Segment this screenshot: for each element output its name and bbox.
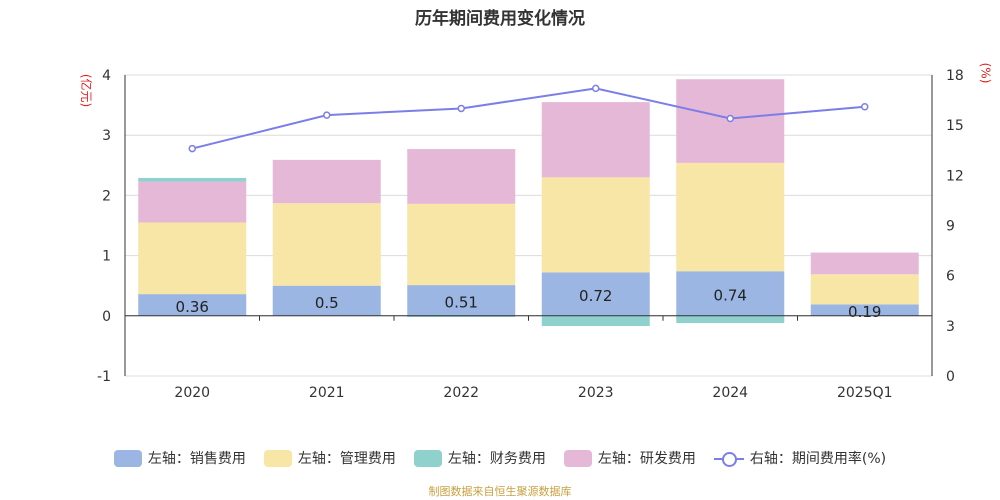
- bar-sales-2020: [138, 294, 247, 316]
- legend-swatch-rate: [713, 450, 744, 467]
- legend-label-finance: 左轴：财务费用: [447, 451, 546, 467]
- right-tick-label-1: 3: [946, 319, 955, 335]
- right-tick-label-0: 0: [946, 369, 955, 385]
- legend-swatch-sales: [113, 449, 142, 467]
- legend-item-admin[interactable]: 左轴：管理费用: [263, 448, 396, 468]
- right-tick-label-5: 15: [946, 118, 964, 134]
- chart-legend: 左轴：销售费用 左轴：管理费用 左轴：财务费用 左轴：研发费用 右轴：期间费用率(%): [0, 448, 1000, 468]
- right-tick-label-2: 6: [946, 269, 955, 285]
- bar-finance-2024: [676, 315, 785, 324]
- bar-rd-2023: [541, 102, 650, 178]
- legend-swatch-finance: [413, 449, 442, 467]
- bar-sales-2024: [676, 271, 785, 316]
- bar-rd-2021: [272, 159, 381, 204]
- rate-point-2021: [323, 111, 331, 119]
- bar-rd-2020: [138, 181, 247, 223]
- x-tick-label-2025Q1: 2025Q1: [837, 385, 893, 401]
- x-tick-label-2020: 2020: [174, 385, 210, 401]
- rate-point-2020: [188, 144, 196, 153]
- legend-item-rd[interactable]: 左轴：研发费用: [563, 448, 696, 468]
- legend-swatch-admin: [263, 449, 292, 467]
- legend-label-sales: 左轴：销售费用: [147, 451, 246, 467]
- data-label-sales-2024: 0.74: [714, 287, 747, 305]
- bar-finance-2020: [138, 177, 247, 182]
- bar-sales-2023: [541, 272, 650, 316]
- x-tick-label-2021: 2021: [309, 385, 345, 401]
- bar-finance-2022: [407, 315, 516, 318]
- rate-point-2024: [726, 114, 734, 123]
- left-tick-label-0: -1: [97, 369, 111, 385]
- bar-admin-2022: [407, 203, 516, 286]
- left-tick-label-1: 0: [102, 309, 111, 325]
- bar-rd-2022: [407, 149, 516, 204]
- data-label-sales-2022: 0.51: [445, 293, 478, 311]
- chart-title: 历年期间费用变化情况: [415, 9, 585, 29]
- bar-admin-2025Q1: [810, 274, 919, 305]
- rate-point-2022: [457, 104, 465, 113]
- legend-label-rd: 左轴：研发费用: [597, 451, 696, 467]
- data-source-note: 制图数据来自恒生聚源数据库: [428, 485, 572, 498]
- left-tick-label-4: 3: [102, 128, 111, 144]
- legend-item-sales[interactable]: 左轴：销售费用: [113, 448, 246, 468]
- bar-sales-2022: [407, 285, 516, 316]
- x-tick-label-2022: 2022: [443, 385, 479, 401]
- rate-point-2025Q1: [861, 103, 869, 111]
- left-tick-label-2: 1: [102, 249, 111, 265]
- bar-admin-2024: [676, 162, 785, 272]
- legend-label-rate: 右轴：期间费用率(%): [749, 451, 887, 467]
- left-tick-label-5: 4: [102, 68, 111, 84]
- right-tick-label-3: 9: [946, 219, 955, 235]
- bar-sales-2025Q1: [810, 304, 919, 316]
- rate-line: [192, 87, 865, 150]
- bar-sales-2021: [272, 285, 381, 316]
- data-label-sales-2020: 0.36: [176, 298, 209, 316]
- legend-label-admin: 左轴：管理费用: [297, 451, 396, 467]
- right-tick-label-4: 12: [946, 168, 964, 184]
- legend-swatch-rd: [563, 449, 592, 467]
- data-label-sales-2025Q1: 0.19: [848, 303, 881, 321]
- bar-rd-2025Q1: [810, 252, 919, 275]
- data-label-sales-2021: 0.5: [315, 294, 339, 312]
- right-tick-label-6: 18: [946, 68, 964, 84]
- bar-admin-2021: [272, 203, 381, 286]
- legend-item-finance[interactable]: 左轴：财务费用: [413, 448, 546, 468]
- legend-item-rate[interactable]: 右轴：期间费用率(%): [713, 448, 887, 468]
- x-tick-label-2023: 2023: [578, 385, 614, 401]
- bar-admin-2023: [541, 177, 650, 273]
- left-tick-label-3: 2: [102, 188, 111, 204]
- data-label-sales-2023: 0.72: [579, 287, 612, 305]
- bar-admin-2020: [138, 222, 247, 295]
- rate-point-2023: [592, 84, 600, 93]
- bar-finance-2023: [541, 315, 650, 327]
- x-tick-label-2024: 2024: [712, 385, 748, 401]
